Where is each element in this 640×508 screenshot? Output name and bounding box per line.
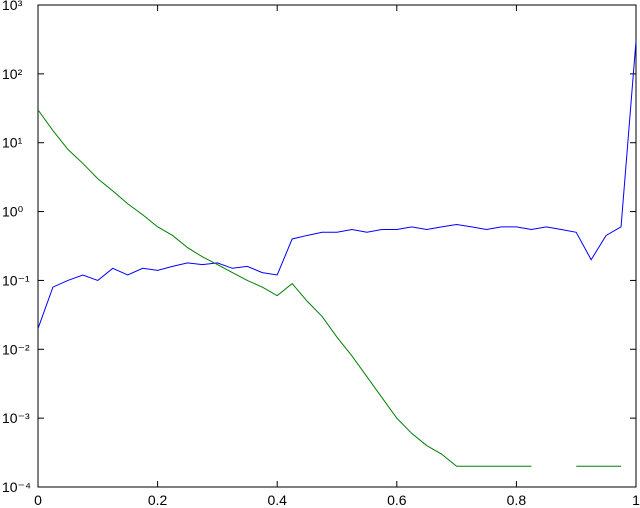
x-tick-label: 0.8 [507,492,527,508]
y-tick-label: 10⁻² [2,341,30,357]
plot-frame [37,4,637,488]
x-tick-label: 0.4 [267,492,287,508]
series-line [37,109,622,467]
x-tick-label: 0 [34,492,42,508]
x-tick-label: 1 [632,492,640,508]
x-tick-label: 0.2 [148,492,168,508]
y-tick-label: 10¹ [2,135,23,151]
series-line [37,40,637,329]
y-tick-label: 10⁻³ [2,410,30,426]
y-tick-label: 10³ [2,0,23,13]
y-tick-label: 10⁻¹ [2,272,30,288]
y-tick-label: 10⁰ [2,204,24,220]
y-tick-label: 10⁻⁴ [2,479,31,495]
y-tick-label: 10² [2,66,23,82]
x-tick-label: 0.6 [387,492,407,508]
